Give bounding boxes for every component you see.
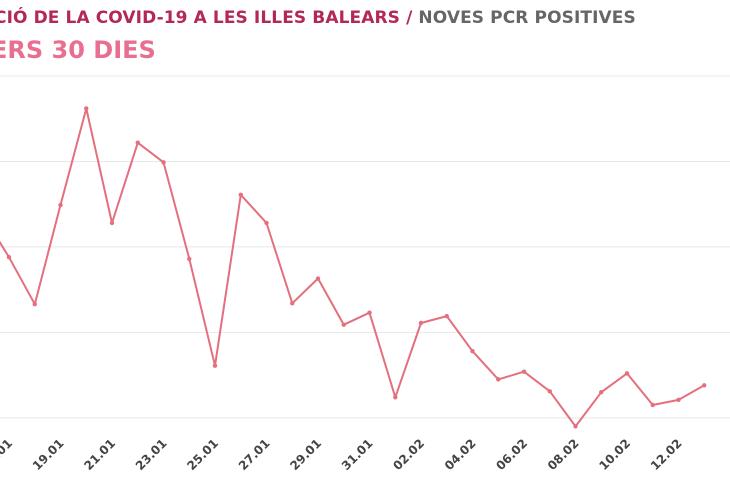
x-tick-label: 06.02 — [493, 436, 530, 473]
series-line — [0, 107, 705, 428]
data-point — [264, 220, 269, 226]
data-point — [393, 395, 398, 400]
x-tick-label: 25.01 — [184, 436, 221, 473]
data-point — [547, 389, 552, 394]
x-tick-label: 23.01 — [133, 436, 170, 473]
data-point — [418, 320, 424, 326]
x-tick-label: 04.02 — [442, 436, 479, 473]
chart-subtitle: ERS 30 DIES — [0, 36, 156, 64]
x-tick-label: 08.02 — [545, 436, 582, 473]
data-point — [32, 301, 37, 307]
data-point — [599, 389, 604, 395]
data-point — [367, 310, 372, 315]
data-point — [212, 363, 218, 368]
chart-title-main: CIÓ DE LA COVID-19 A LES ILLES BALEARS — [0, 8, 401, 28]
data-point — [6, 254, 12, 260]
x-tick-label: 21.01 — [81, 436, 118, 473]
chart-title-separator: / — [406, 8, 413, 28]
data-point — [521, 369, 527, 374]
x-axis-ticks: 17.01 19.01 21.01 23.01 25.01 27.01 29.01 31.01… — [0, 436, 685, 473]
data-point — [161, 160, 166, 165]
data-point — [84, 106, 89, 111]
data-point — [624, 371, 630, 376]
data-point — [496, 377, 501, 382]
data-point — [650, 402, 655, 408]
grid-lines — [0, 75, 730, 419]
x-tick-label: 19.01 — [30, 436, 67, 473]
data-point — [341, 322, 346, 327]
data-point — [290, 301, 295, 306]
x-tick-label: 29.01 — [287, 436, 324, 473]
data-point — [573, 424, 578, 429]
data-point — [135, 140, 140, 145]
data-point — [470, 348, 475, 354]
data-point — [238, 192, 243, 197]
data-point — [444, 313, 449, 319]
data-point — [58, 202, 63, 208]
chart-title-sub: NOVES PCR POSITIVES — [418, 8, 636, 28]
x-tick-label: 31.01 — [339, 436, 376, 473]
x-tick-label: 10.02 — [596, 436, 633, 473]
x-tick-label: 27.01 — [236, 436, 273, 473]
chart-title: CIÓ DE LA COVID-19 A LES ILLES BALEARS /… — [0, 8, 636, 28]
x-tick-label: 17.01 — [0, 436, 15, 473]
data-points — [6, 106, 707, 429]
x-tick-label: 02.02 — [390, 436, 427, 473]
data-point — [315, 276, 321, 281]
x-tick-label: 12.02 — [648, 436, 685, 473]
series-line-layer — [0, 107, 705, 428]
data-point — [702, 383, 707, 388]
data-point — [676, 397, 681, 403]
data-point — [187, 256, 192, 262]
data-point — [109, 220, 115, 226]
